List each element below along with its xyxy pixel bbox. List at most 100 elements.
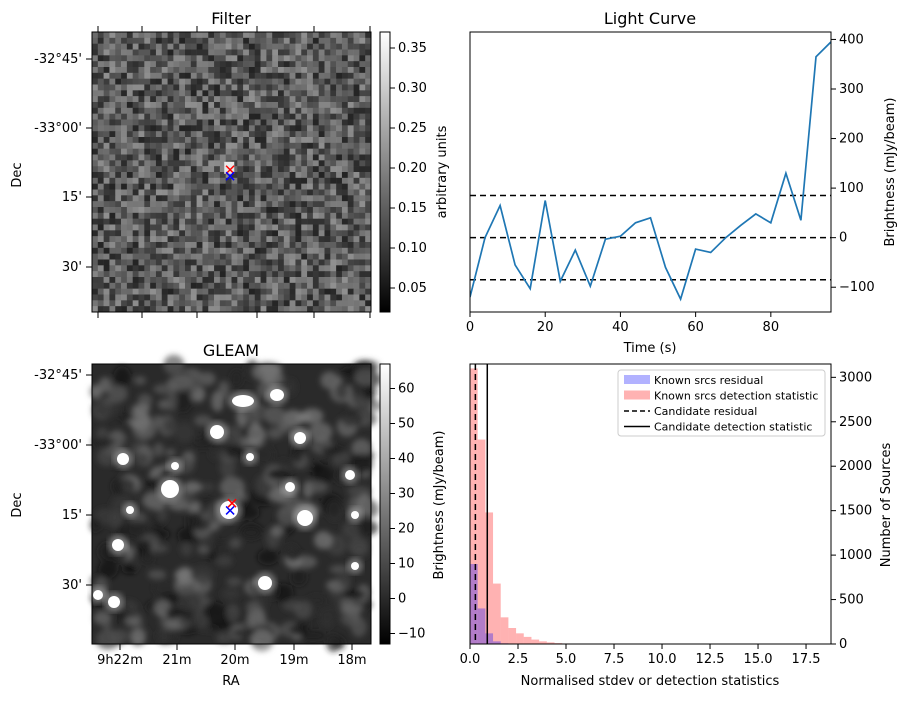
filter-pixel <box>272 230 278 236</box>
filter-pixel <box>336 201 342 207</box>
filter-pixel <box>284 96 290 102</box>
filter-pixel <box>127 96 133 102</box>
filter-pixel <box>156 172 162 178</box>
filter-pixel <box>342 230 348 236</box>
filter-pixel <box>214 55 220 61</box>
filter-pixel <box>185 260 191 266</box>
filter-pixel <box>185 137 191 143</box>
filter-pixel <box>278 225 284 231</box>
filter-pixel <box>162 260 168 266</box>
filter-pixel <box>162 289 168 295</box>
filter-pixel <box>173 195 179 201</box>
filter-pixel <box>173 155 179 161</box>
filter-pixel <box>179 184 185 190</box>
filter-pixel <box>185 265 191 271</box>
filter-pixel <box>202 131 208 137</box>
filter-pixel <box>266 289 272 295</box>
filter-pixel <box>185 207 191 213</box>
filter-pixel <box>109 149 115 155</box>
filter-pixel <box>214 271 220 277</box>
filter-pixel <box>98 90 104 96</box>
filter-pixel <box>139 143 145 149</box>
filter-pixel <box>191 230 197 236</box>
filter-pixel <box>109 225 115 231</box>
filter-pixel <box>127 160 133 166</box>
filter-pixel <box>255 90 261 96</box>
filter-pixel <box>348 219 354 225</box>
gleam-source <box>285 482 295 492</box>
filter-pixel <box>325 137 331 143</box>
filter-pixel <box>197 32 203 38</box>
filter-pixel <box>272 277 278 283</box>
filter-pixel <box>354 50 360 56</box>
filter-pixel <box>214 207 220 213</box>
filter-pixel <box>98 73 104 79</box>
filter-pixel <box>179 207 185 213</box>
filter-pixel <box>232 79 238 85</box>
filter-pixel <box>354 137 360 143</box>
filter-pixel <box>278 265 284 271</box>
filter-pixel <box>150 108 156 114</box>
filter-pixel <box>249 67 255 73</box>
filter-pixel <box>179 149 185 155</box>
filter-pixel <box>144 283 150 289</box>
filter-pixel <box>92 172 98 178</box>
filter-pixel <box>191 160 197 166</box>
filter-pixel <box>144 213 150 219</box>
filter-pixel <box>319 184 325 190</box>
filter-pixel <box>127 166 133 172</box>
filter-pixel <box>243 230 249 236</box>
filter-pixel <box>115 236 121 242</box>
filter-pixel <box>115 277 121 283</box>
filter-pixel <box>168 207 174 213</box>
filter-pixel <box>185 108 191 114</box>
filter-pixel <box>348 225 354 231</box>
filter-pixel <box>162 300 168 306</box>
filter-pixel <box>202 102 208 108</box>
filter-pixel <box>243 295 249 301</box>
filter-pixel <box>307 300 313 306</box>
filter-pixel <box>98 271 104 277</box>
filter-pixel <box>104 44 110 50</box>
filter-pixel <box>92 137 98 143</box>
filter-pixel <box>255 108 261 114</box>
filter-pixel <box>249 207 255 213</box>
filter-pixel <box>162 149 168 155</box>
filter-pixel <box>354 61 360 67</box>
filter-ylabel: Dec <box>10 162 25 187</box>
filter-pixel <box>290 96 296 102</box>
filter-pixel <box>127 108 133 114</box>
gleam-source <box>351 511 359 519</box>
filter-pixel <box>115 178 121 184</box>
filter-pixel <box>121 120 127 126</box>
filter-pixel <box>237 300 243 306</box>
filter-pixel <box>197 190 203 196</box>
filter-pixel <box>150 67 156 73</box>
filter-pixel <box>168 90 174 96</box>
filter-pixel <box>278 207 284 213</box>
filter-pixel <box>104 213 110 219</box>
histogram-xtick-label: 0.0 <box>460 652 481 667</box>
filter-pixel <box>272 295 278 301</box>
filter-pixel <box>295 131 301 137</box>
filter-pixel <box>104 300 110 306</box>
filter-pixel <box>179 265 185 271</box>
filter-pixel <box>237 155 243 161</box>
filter-pixel <box>342 178 348 184</box>
filter-pixel <box>290 225 296 231</box>
filter-pixel <box>133 125 139 131</box>
filter-pixel <box>336 50 342 56</box>
filter-pixel <box>185 96 191 102</box>
filter-pixel <box>185 236 191 242</box>
filter-pixel <box>162 50 168 56</box>
filter-pixel <box>354 32 360 38</box>
filter-pixel <box>348 102 354 108</box>
gleam-noise-blob <box>291 569 307 585</box>
filter-pixel <box>191 195 197 201</box>
filter-pixel <box>202 155 208 161</box>
filter-pixel <box>295 44 301 50</box>
filter-pixel <box>354 131 360 137</box>
filter-pixel <box>365 50 371 56</box>
filter-pixel <box>98 248 104 254</box>
filter-pixel <box>348 108 354 114</box>
